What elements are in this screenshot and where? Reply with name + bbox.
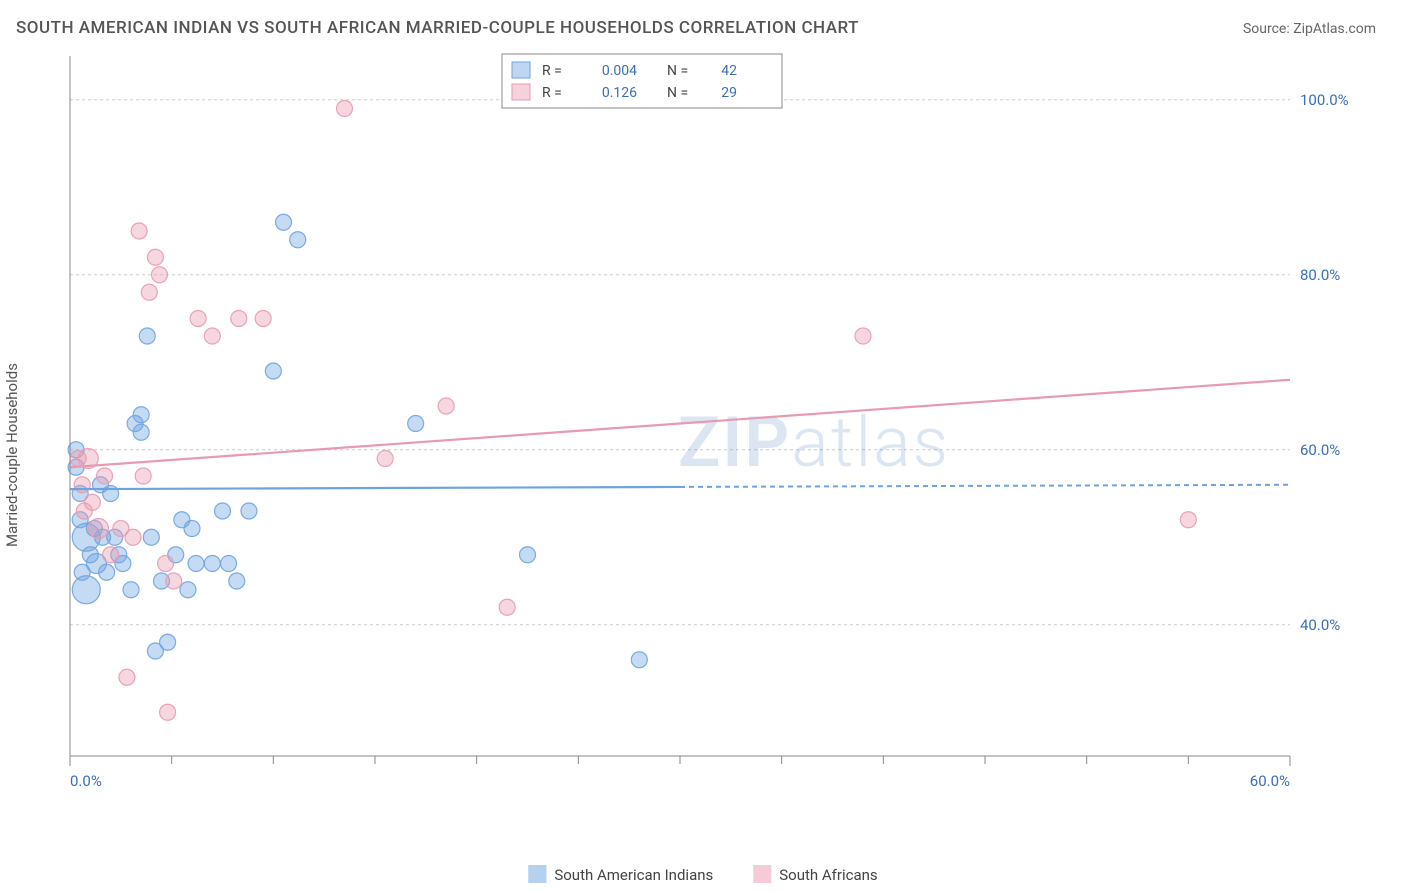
legend-item: South Africans	[753, 865, 877, 884]
data-point	[408, 416, 424, 432]
data-point	[97, 468, 113, 484]
data-point	[377, 451, 393, 467]
legend-swatch	[528, 865, 546, 883]
data-point	[74, 564, 90, 580]
data-point	[265, 363, 281, 379]
data-point	[180, 582, 196, 598]
x-tick-label: 60.0%	[1250, 772, 1290, 790]
data-point	[147, 249, 163, 265]
data-point	[229, 573, 245, 589]
data-point	[88, 519, 108, 539]
data-point	[131, 223, 147, 239]
data-point	[631, 652, 647, 668]
data-point	[855, 328, 871, 344]
stats-r-value: 0.126	[602, 85, 637, 101]
data-point	[125, 529, 141, 545]
stats-n-value: 42	[721, 63, 737, 79]
data-point	[158, 556, 174, 572]
data-point	[166, 573, 182, 589]
data-point	[84, 494, 100, 510]
data-point	[438, 398, 454, 414]
data-point	[241, 503, 257, 519]
legend-swatch	[753, 865, 771, 883]
data-point	[139, 328, 155, 344]
stats-r-label: R =	[542, 63, 562, 79]
data-point	[72, 576, 100, 604]
data-point	[215, 503, 231, 519]
header-row: SOUTH AMERICAN INDIAN VS SOUTH AFRICAN M…	[0, 0, 1406, 46]
data-point	[204, 556, 220, 572]
y-axis-label: Married-couple Households	[3, 363, 21, 547]
data-point	[74, 477, 90, 493]
trend-line-extrapolated	[680, 485, 1290, 487]
data-point	[290, 232, 306, 248]
y-tick-label: 80.0%	[1300, 266, 1340, 284]
data-point	[119, 669, 135, 685]
data-point	[188, 556, 204, 572]
data-point	[1180, 512, 1196, 528]
data-point	[123, 582, 139, 598]
data-point	[103, 547, 119, 563]
stats-r-label: R =	[542, 85, 562, 101]
stats-swatch	[512, 84, 530, 100]
data-point	[133, 424, 149, 440]
data-point	[190, 311, 206, 327]
stats-n-label: N =	[667, 63, 688, 79]
data-point	[99, 564, 115, 580]
bottom-legend: South American Indians South Africans	[528, 865, 877, 884]
data-point	[231, 311, 247, 327]
chart-container: 40.0%60.0%80.0%100.0%ZIPatlas0.0%60.0%R …	[60, 46, 1376, 796]
legend-label: South Africans	[779, 866, 877, 884]
stats-n-label: N =	[667, 85, 688, 101]
data-point	[151, 267, 167, 283]
data-point	[520, 547, 536, 563]
legend-label: South American Indians	[554, 866, 713, 884]
chart-title: SOUTH AMERICAN INDIAN VS SOUTH AFRICAN M…	[16, 18, 859, 38]
data-point	[160, 634, 176, 650]
x-tick-label: 0.0%	[70, 772, 102, 790]
legend-item: South American Indians	[528, 865, 713, 884]
stats-r-value: 0.004	[602, 63, 637, 79]
data-point	[143, 529, 159, 545]
y-tick-label: 60.0%	[1300, 441, 1340, 459]
data-point	[221, 556, 237, 572]
data-point	[133, 407, 149, 423]
data-point	[160, 704, 176, 720]
data-point	[135, 468, 151, 484]
y-tick-label: 100.0%	[1300, 91, 1349, 109]
trend-line	[70, 487, 680, 489]
data-point	[255, 311, 271, 327]
data-point	[141, 284, 157, 300]
data-point	[204, 328, 220, 344]
stats-swatch	[512, 62, 530, 78]
data-point	[337, 101, 353, 117]
data-point	[499, 599, 515, 615]
source-label: Source: ZipAtlas.com	[1243, 21, 1376, 37]
correlation-chart: 40.0%60.0%80.0%100.0%ZIPatlas0.0%60.0%R …	[60, 46, 1360, 796]
data-point	[184, 521, 200, 537]
y-tick-label: 40.0%	[1300, 616, 1340, 634]
data-point	[276, 214, 292, 230]
stats-n-value: 29	[721, 85, 737, 101]
